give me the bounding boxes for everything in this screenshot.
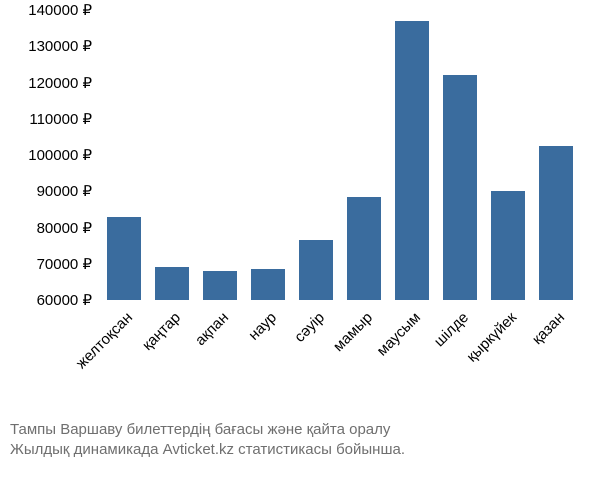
bar-chart: 60000 ₽ 70000 ₽ 80000 ₽ 90000 ₽ 100000 ₽ 1100… — [0, 10, 600, 360]
bar — [443, 75, 477, 300]
bar — [347, 197, 381, 300]
chart-caption: Тампы Варшаву билеттердің бағасы және қа… — [10, 420, 590, 461]
bar — [251, 269, 285, 300]
x-axis: желтоқсанқаңтарақпаннаурсәуірмамырмаусым… — [100, 305, 580, 405]
y-tick-label: 60000 ₽ — [37, 291, 92, 309]
bar — [155, 267, 189, 300]
y-tick-label: 100000 ₽ — [28, 146, 92, 164]
y-axis: 60000 ₽70000 ₽80000 ₽90000 ₽100000 ₽1100… — [0, 10, 100, 300]
y-tick-label: 120000 ₽ — [28, 74, 92, 92]
bar — [395, 21, 429, 300]
y-tick-label: 130000 ₽ — [28, 37, 92, 55]
y-tick-label: 110000 ₽ — [29, 110, 92, 128]
y-tick-label: 70000 ₽ — [37, 255, 92, 273]
y-tick-label: 80000 ₽ — [37, 219, 92, 237]
plot-area — [100, 10, 580, 300]
bar — [203, 271, 237, 300]
y-tick-label: 140000 ₽ — [28, 1, 92, 19]
bar — [107, 217, 141, 300]
caption-line-2: Жылдық динамикада Avticket.kz статистика… — [10, 440, 590, 460]
bar — [299, 240, 333, 300]
bar — [539, 146, 573, 300]
bar — [491, 191, 525, 300]
caption-line-1: Тампы Варшаву билеттердің бағасы және қа… — [10, 420, 590, 440]
y-tick-label: 90000 ₽ — [37, 182, 92, 200]
